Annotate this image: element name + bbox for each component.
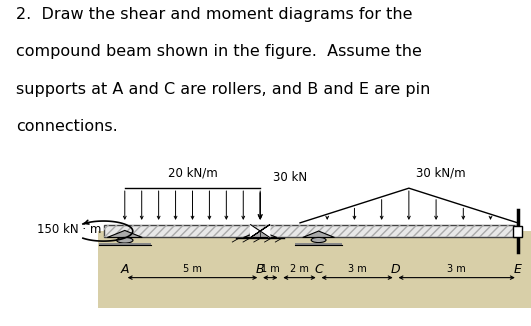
Text: D: D (391, 263, 400, 276)
Text: 1 m: 1 m (261, 264, 280, 274)
Text: 2 m: 2 m (290, 264, 309, 274)
Bar (513, 226, 522, 237)
Text: supports at A and C are rollers, and B and E are pin: supports at A and C are rollers, and B a… (16, 82, 430, 97)
Text: compound beam shown in the figure.  Assume the: compound beam shown in the figure. Assum… (16, 44, 422, 59)
Bar (295, 243, 342, 245)
Text: 30 kN: 30 kN (273, 170, 307, 184)
Bar (104, 225, 518, 237)
Text: 20 kN/m: 20 kN/m (168, 166, 217, 179)
Polygon shape (251, 225, 260, 237)
Text: C: C (314, 263, 323, 276)
Text: 3 m: 3 m (447, 264, 466, 274)
Text: 150 kN · m: 150 kN · m (37, 223, 101, 236)
Text: 30 kN/m: 30 kN/m (416, 166, 466, 179)
Text: A: A (121, 263, 129, 276)
Circle shape (311, 237, 326, 243)
Bar (98, 231, 531, 308)
Bar (104, 225, 518, 237)
Circle shape (117, 237, 133, 243)
Polygon shape (260, 225, 270, 237)
Text: 5 m: 5 m (183, 264, 202, 274)
Text: B: B (256, 263, 264, 276)
Bar (99, 243, 151, 245)
Polygon shape (303, 231, 335, 237)
Text: E: E (514, 263, 521, 276)
Text: 2.  Draw the shear and moment diagrams for the: 2. Draw the shear and moment diagrams fo… (16, 7, 413, 22)
Text: 3 m: 3 m (348, 264, 366, 274)
Text: connections.: connections. (16, 119, 118, 134)
Polygon shape (107, 230, 142, 237)
Polygon shape (243, 231, 277, 237)
